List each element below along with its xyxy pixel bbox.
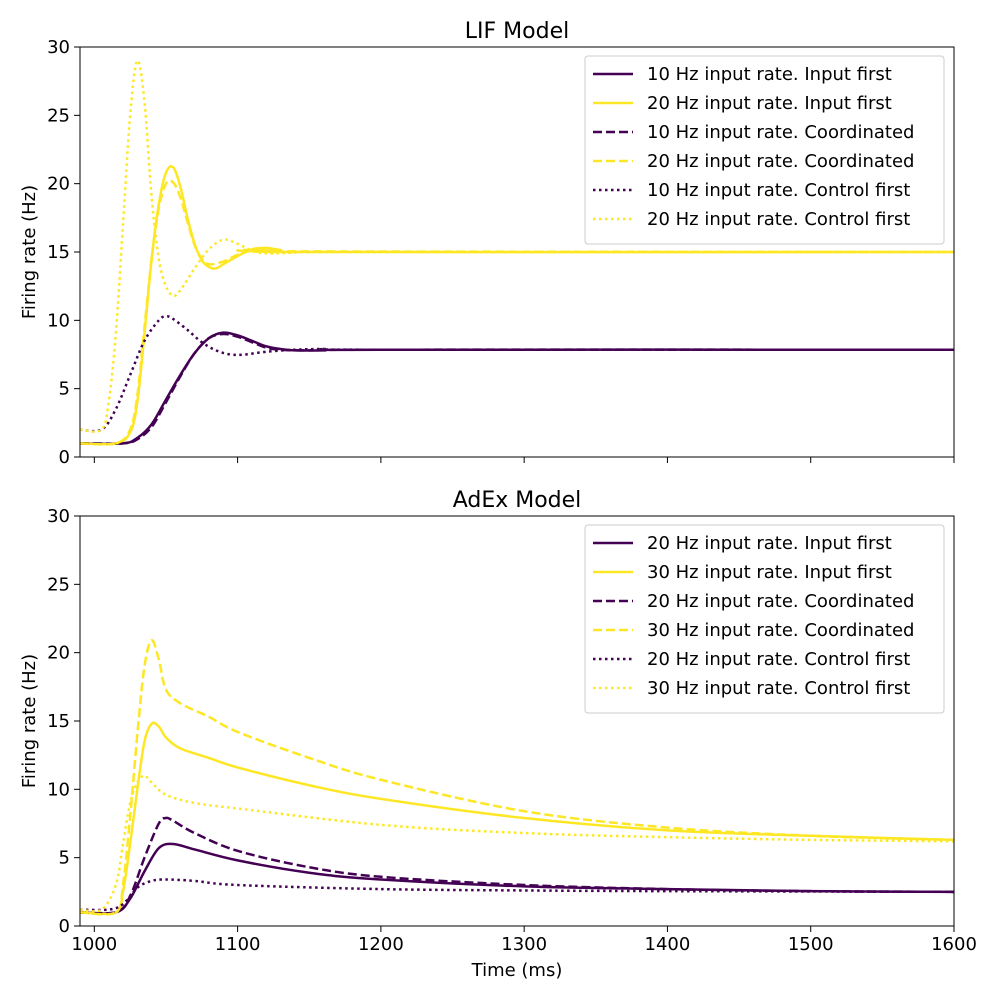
- adex-model-title: AdEx Model: [453, 488, 582, 513]
- adex-legend: 20 Hz input rate. Input first 30 Hz input…: [584, 524, 945, 714]
- lif-series-line-2: [79, 332, 955, 445]
- lif-legend-label: 20 Hz input rate. Control first: [647, 209, 910, 230]
- adex-y-tick-label: 5: [59, 848, 70, 869]
- lif-series-line-3: [79, 179, 955, 446]
- adex-y-tick-label: 10: [47, 779, 70, 800]
- adex-series-lines: [79, 639, 955, 916]
- adex-ticks: 0 5 10 15 20 25 30 1000 1100 1200 1300 1400 1500 1600: [47, 506, 977, 955]
- adex-x-tick-label: 1500: [788, 934, 834, 955]
- adex-x-tick-label: 1300: [501, 934, 547, 955]
- adex-x-tick-label: 1000: [71, 934, 117, 955]
- lif-ticks: 0 5 10 15 20 25 30: [47, 37, 955, 468]
- lif-y-tick-label: 30: [47, 37, 70, 58]
- lif-y-tick-label: 5: [59, 379, 70, 400]
- adex-legend-label: 20 Hz input rate. Control first: [647, 649, 910, 670]
- lif-legend-label: 20 Hz input rate. Coordinated: [647, 151, 914, 172]
- adex-model-panel: AdEx Model Firing rate (Hz) Time (ms) 0 5…: [19, 488, 977, 981]
- lif-series-line-4: [79, 314, 955, 433]
- lif-plot-frame: [79, 46, 955, 458]
- lif-y-tick-label: 0: [59, 447, 70, 468]
- lif-y-tick-label: 15: [47, 242, 70, 263]
- lif-series-line-5: [79, 59, 955, 433]
- lif-series-lines: [79, 59, 955, 446]
- lif-legend-label: 10 Hz input rate. Control first: [647, 180, 910, 201]
- lif-legend-box: [584, 55, 945, 245]
- adex-legend-label: 30 Hz input rate. Input first: [647, 562, 892, 583]
- lif-y-axis-label: Firing rate (Hz): [19, 185, 40, 319]
- adex-legend-label: 20 Hz input rate. Coordinated: [647, 591, 914, 612]
- lif-legend: 10 Hz input rate. Input first 20 Hz input…: [584, 55, 945, 245]
- lif-model-panel: LIF Model Firing rate (Hz) 051015202530 …: [19, 19, 955, 468]
- adex-x-axis-label: Time (ms): [471, 960, 563, 981]
- adex-series-line-3: [79, 639, 955, 916]
- adex-legend-label: 30 Hz input rate. Coordinated: [647, 620, 914, 641]
- adex-x-tick-label: 1200: [358, 934, 404, 955]
- adex-legend-label: 30 Hz input rate. Control first: [647, 678, 910, 699]
- adex-y-tick-label: 20: [47, 643, 70, 664]
- adex-legend-box: [584, 524, 945, 714]
- adex-x-tick-label: 1600: [931, 934, 977, 955]
- adex-series-line-5: [79, 774, 955, 913]
- adex-plot-frame: [79, 515, 955, 927]
- lif-legend-label: 10 Hz input rate. Coordinated: [647, 122, 914, 143]
- adex-y-tick-label: 0: [59, 916, 70, 937]
- adex-series-line-0: [79, 842, 955, 915]
- adex-y-tick-label: 25: [47, 574, 70, 595]
- adex-x-tick-label: 1100: [215, 934, 261, 955]
- adex-y-tick-label: 30: [47, 506, 70, 527]
- lif-model-title: LIF Model: [465, 19, 569, 44]
- adex-y-axis-label: Firing rate (Hz): [19, 654, 40, 788]
- lif-legend-label: 20 Hz input rate. Input first: [647, 93, 892, 114]
- lif-y-tick-label: 20: [47, 174, 70, 195]
- adex-y-tick-label: 15: [47, 711, 70, 732]
- adex-legend-label: 20 Hz input rate. Input first: [647, 533, 892, 554]
- lif-y-tick-label: 25: [47, 105, 70, 126]
- adex-x-tick-label: 1400: [645, 934, 691, 955]
- adex-series-line-1: [79, 721, 955, 916]
- lif-y-tick-label: 10: [47, 310, 70, 331]
- lif-legend-label: 10 Hz input rate. Input first: [647, 64, 892, 85]
- adex-series-line-2: [79, 816, 955, 915]
